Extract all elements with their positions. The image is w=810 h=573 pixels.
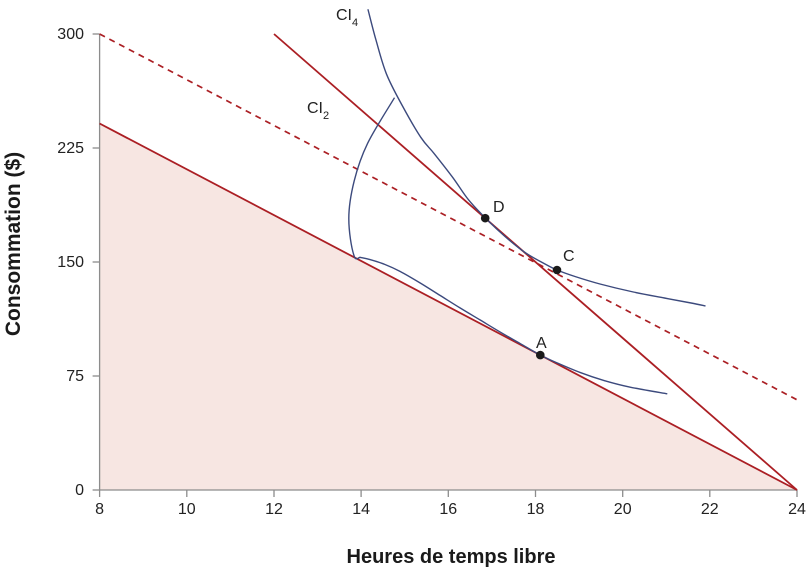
svg-text:C: C xyxy=(563,248,575,265)
svg-text:D: D xyxy=(493,199,505,216)
svg-text:12: 12 xyxy=(265,501,283,518)
svg-text:0: 0 xyxy=(75,482,84,499)
svg-text:225: 225 xyxy=(57,140,84,157)
svg-text:20: 20 xyxy=(614,501,632,518)
svg-text:8: 8 xyxy=(95,501,104,518)
svg-text:10: 10 xyxy=(178,501,196,518)
svg-text:18: 18 xyxy=(527,501,545,518)
svg-text:75: 75 xyxy=(66,368,84,385)
svg-text:16: 16 xyxy=(439,501,457,518)
svg-text:Consommation ($): Consommation ($) xyxy=(2,152,25,336)
svg-text:CI2: CI2 xyxy=(307,100,329,122)
svg-text:14: 14 xyxy=(352,501,370,518)
svg-text:24: 24 xyxy=(788,501,806,518)
svg-text:A: A xyxy=(536,335,547,352)
svg-text:Heures de temps libre: Heures de temps libre xyxy=(347,546,556,568)
svg-text:CI4: CI4 xyxy=(336,7,358,29)
svg-text:22: 22 xyxy=(701,501,719,518)
svg-text:150: 150 xyxy=(57,254,84,271)
svg-text:300: 300 xyxy=(57,26,84,43)
